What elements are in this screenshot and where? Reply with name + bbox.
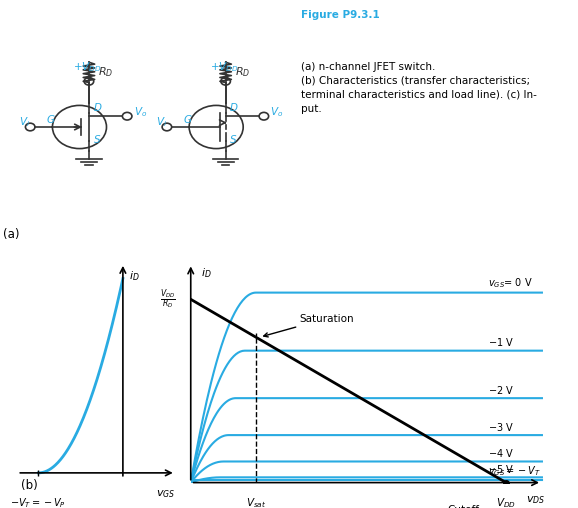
Text: $-$2 V: $-$2 V bbox=[488, 384, 514, 396]
Text: $\frac{V_{DD}}{R_D}$: $\frac{V_{DD}}{R_D}$ bbox=[161, 288, 176, 311]
Text: $v_{GS}$= 0 V: $v_{GS}$= 0 V bbox=[488, 276, 533, 291]
Text: Saturation: Saturation bbox=[264, 313, 354, 337]
Text: $S$: $S$ bbox=[92, 133, 101, 145]
Text: $v_{DS}$: $v_{DS}$ bbox=[526, 494, 546, 505]
Text: $G$: $G$ bbox=[183, 113, 192, 125]
Text: $i_D$: $i_D$ bbox=[128, 269, 139, 282]
Text: $V_o$: $V_o$ bbox=[134, 105, 147, 119]
Text: $S$: $S$ bbox=[229, 133, 238, 145]
Text: $V_o$: $V_o$ bbox=[271, 105, 283, 119]
Text: $i_D$: $i_D$ bbox=[202, 266, 212, 279]
Text: Cutoff: Cutoff bbox=[447, 505, 479, 508]
Text: $V_i$: $V_i$ bbox=[19, 115, 30, 129]
Text: $V_{DD}$: $V_{DD}$ bbox=[496, 496, 516, 508]
Text: $D$: $D$ bbox=[229, 102, 239, 113]
Text: (a) n-channel JFET switch.
(b) Characteristics (transfer characteristics;
termin: (a) n-channel JFET switch. (b) Character… bbox=[301, 61, 536, 114]
Text: (b): (b) bbox=[21, 479, 38, 492]
Text: $+V_{DD}$: $+V_{DD}$ bbox=[73, 60, 102, 74]
Text: $-$5 V: $-$5 V bbox=[488, 463, 514, 475]
Text: $R_D$: $R_D$ bbox=[98, 65, 113, 79]
Text: $-$3 V: $-$3 V bbox=[488, 421, 514, 433]
Text: $D$: $D$ bbox=[92, 102, 102, 113]
Text: $v_{GS}$: $v_{GS}$ bbox=[157, 488, 176, 500]
Text: $G$: $G$ bbox=[46, 113, 55, 125]
Text: $+V_{DD}$: $+V_{DD}$ bbox=[210, 60, 238, 74]
Text: (a): (a) bbox=[3, 228, 20, 241]
Text: Figure P9.3.1: Figure P9.3.1 bbox=[301, 10, 379, 20]
Text: $-V_T=-V_P$: $-V_T=-V_P$ bbox=[10, 496, 66, 508]
Text: $-$1 V: $-$1 V bbox=[488, 336, 514, 348]
Text: $-$4 V: $-$4 V bbox=[488, 447, 514, 459]
Text: $R_D$: $R_D$ bbox=[235, 65, 250, 79]
Text: $V_i$: $V_i$ bbox=[156, 115, 167, 129]
Text: $V_{sat}$: $V_{sat}$ bbox=[246, 496, 266, 508]
Text: $v_{GS}=-V_T$: $v_{GS}=-V_T$ bbox=[488, 464, 541, 478]
